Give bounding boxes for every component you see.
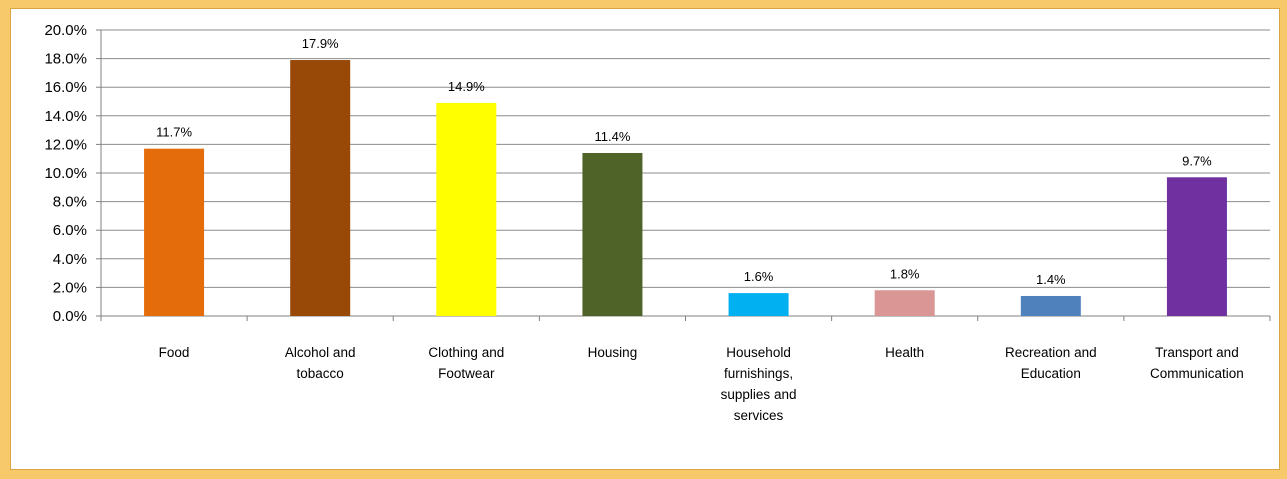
y-tick-label: 12.0% [44,136,87,153]
x-tick-label-line: Housing [588,345,638,360]
y-tick-label: 16.0% [44,79,87,96]
x-tick-label-line: tobacco [297,366,344,381]
x-tick-label-line: Household [726,345,791,360]
y-tick-label: 20.0% [44,22,87,39]
x-tick-label: Transport and Communication [1150,345,1244,381]
bar [290,60,351,316]
y-tick-label: 0.0% [53,308,87,325]
x-tick-label-line: Health [885,345,924,360]
x-tick-label-line: supplies and [721,387,797,402]
x-tick-label: Recreation and Education [1005,345,1097,381]
chart-frame [10,8,1280,470]
x-tick-label: Food [159,345,190,360]
x-tick-label-line: Footwear [438,366,495,381]
data-label: 11.4% [594,129,630,144]
x-tick-label-line: Clothing and [428,345,504,360]
bar [728,293,789,316]
y-tick-label: 10.0% [44,165,87,182]
x-tick-label-line: furnishings, [724,366,793,381]
data-label: 1.4% [1036,272,1066,287]
bar [1166,177,1227,316]
bar [874,290,935,316]
x-tick-label: Health [885,345,924,360]
data-label: 11.7% [156,125,192,140]
bar [144,148,205,316]
bar [1020,295,1081,316]
x-tick-label-line: Communication [1150,366,1244,381]
x-tick-label-line: Transport and [1155,345,1239,360]
x-tick-label-line: Food [159,345,190,360]
data-label: 9.7% [1182,153,1212,168]
data-label: 14.9% [448,79,485,94]
y-tick-label: 6.0% [53,222,87,239]
x-tick-label: Clothing and Footwear [428,345,504,381]
x-tick-label-line: services [734,408,784,423]
x-tick-label: Household furnishings, supplies and service… [721,345,797,423]
x-tick-label: Housing [588,345,638,360]
y-tick-label: 18.0% [44,51,87,68]
y-tick-label: 4.0% [53,251,87,268]
data-label: 1.6% [744,269,774,284]
y-tick-label: 8.0% [53,194,87,211]
bar [436,102,497,317]
bar [582,152,643,316]
y-tick-label: 14.0% [44,108,87,125]
x-tick-label: Alcohol and tobacco [285,345,356,381]
y-tick-label: 2.0% [53,279,87,296]
data-label: 17.9% [302,36,339,51]
x-tick-label-line: Education [1021,366,1081,381]
x-tick-label-line: Alcohol and [285,345,356,360]
data-label: 1.8% [890,266,920,281]
x-tick-label-line: Recreation and [1005,345,1097,360]
